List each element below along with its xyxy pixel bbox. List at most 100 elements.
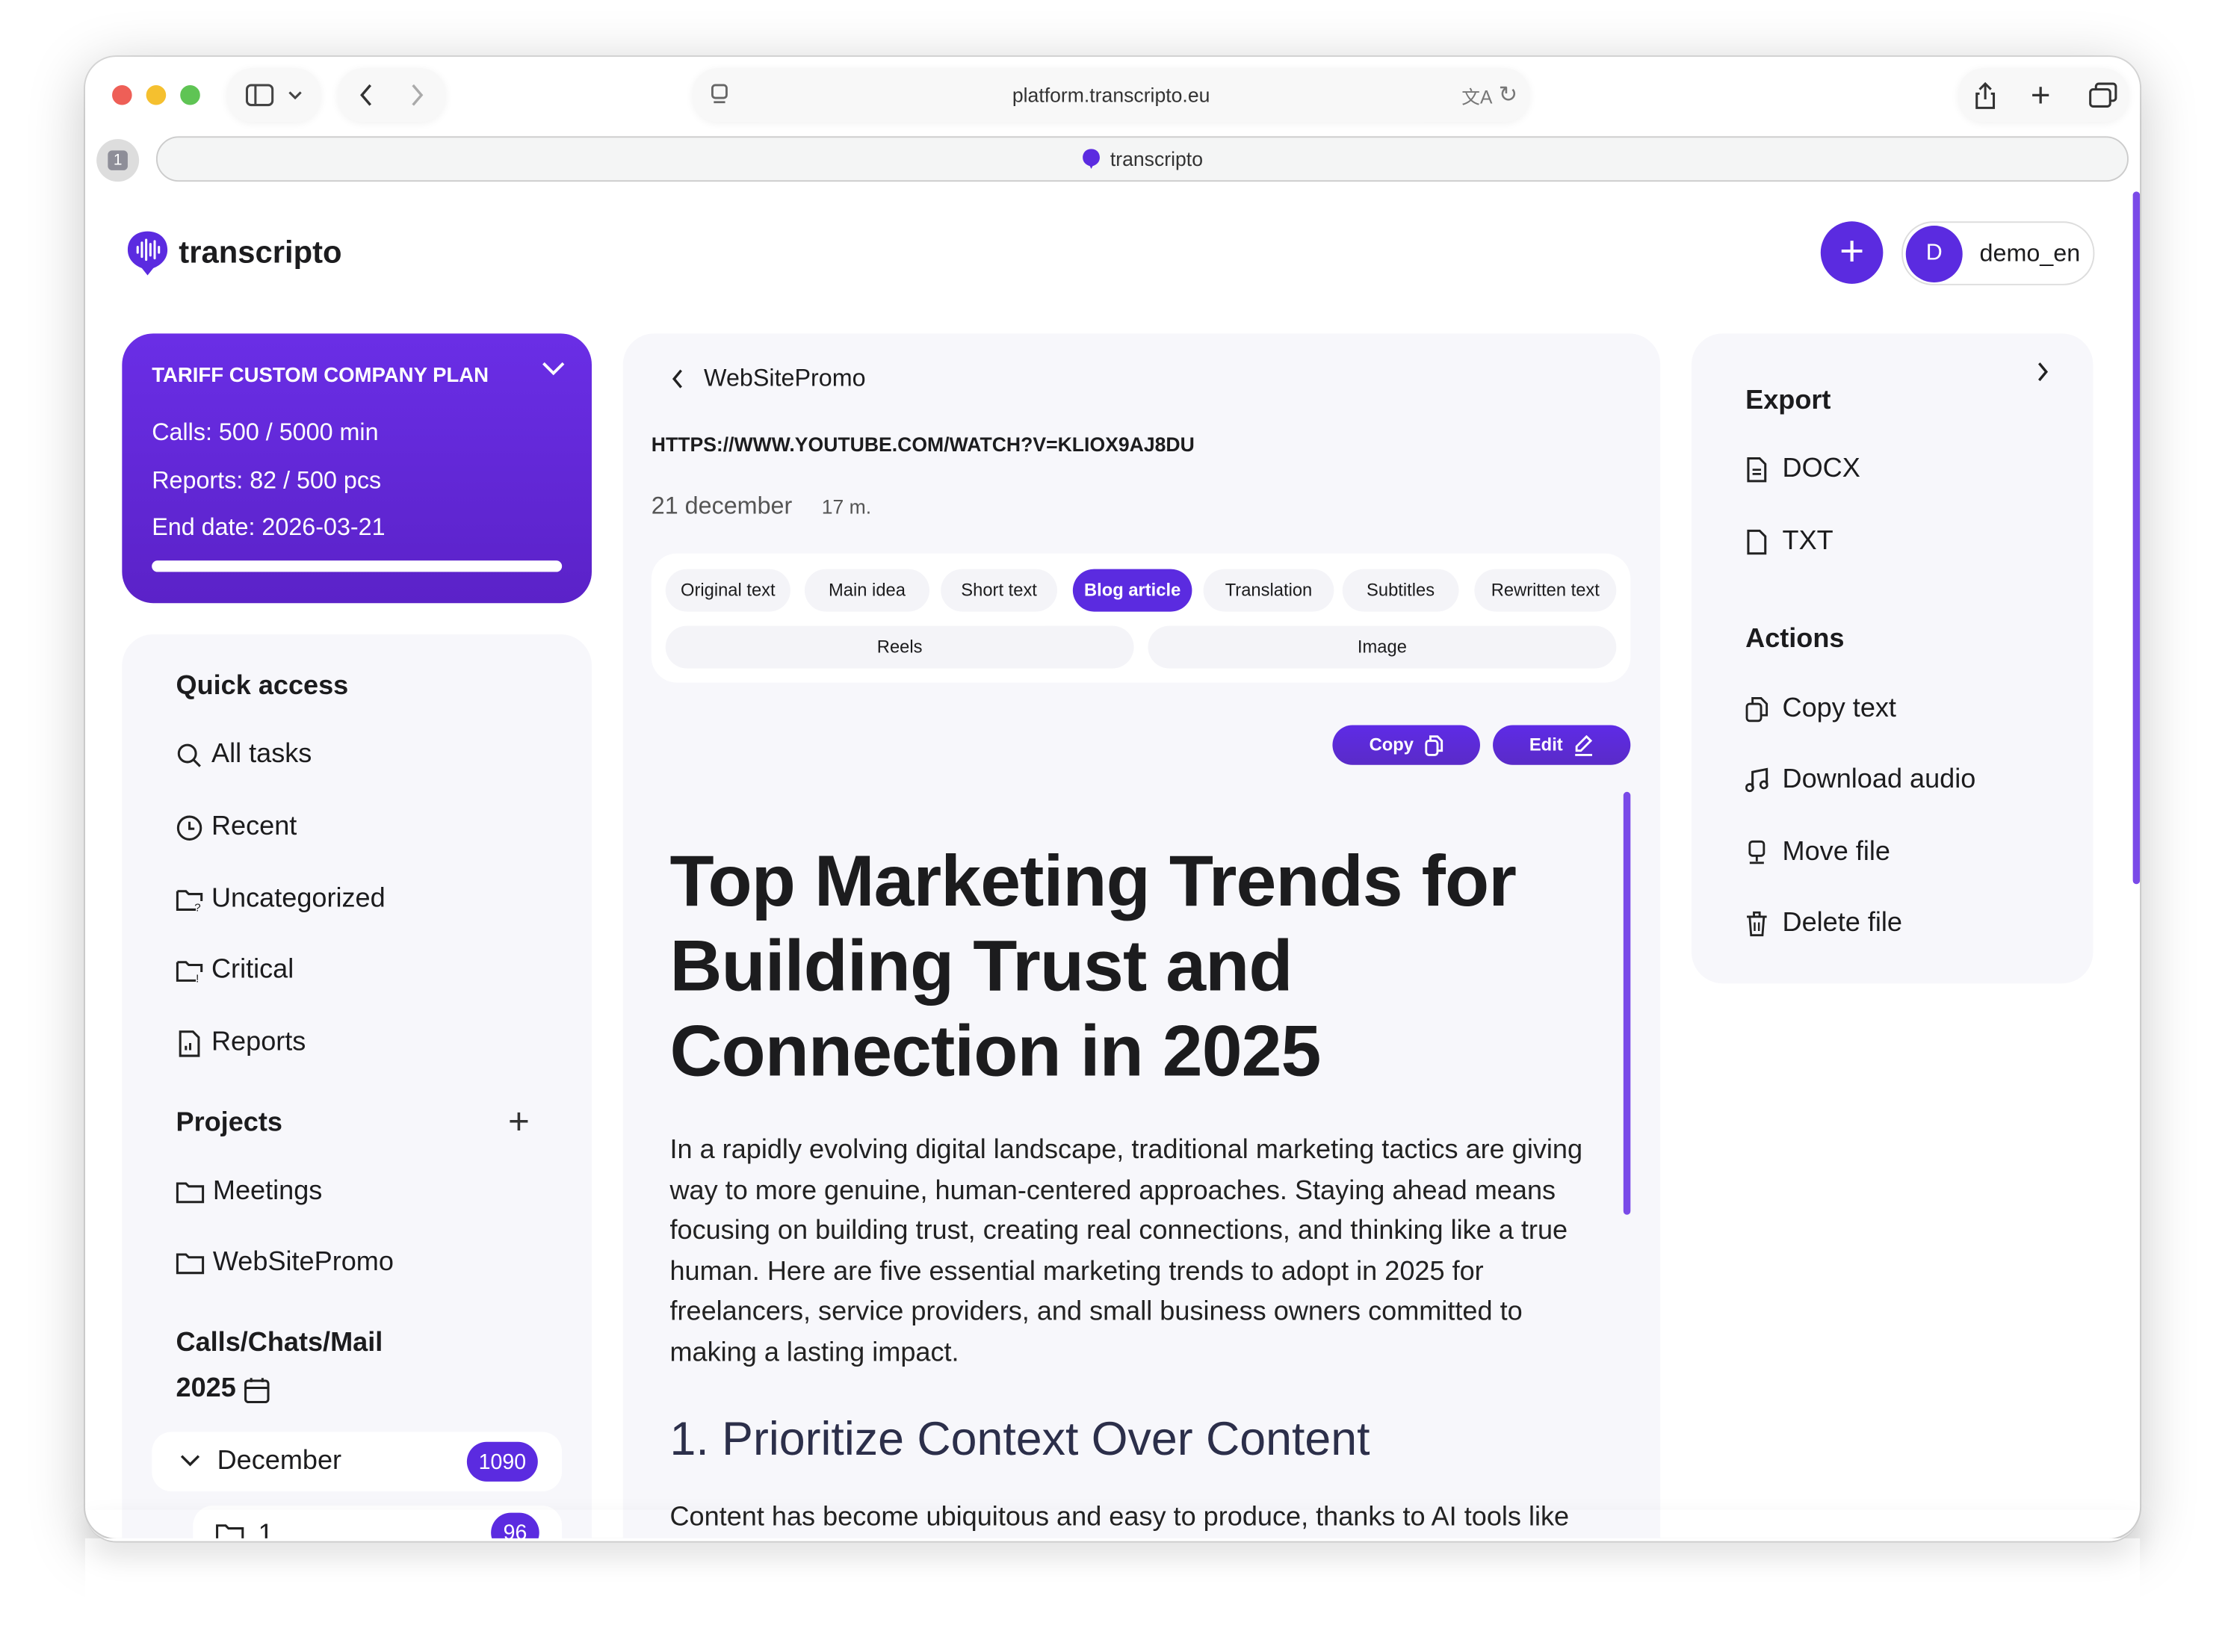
- chevron-left-icon: [672, 369, 682, 389]
- back-link[interactable]: WebSitePromo: [671, 365, 866, 393]
- plus-icon: +: [1839, 228, 1865, 276]
- copy-icon: [1425, 734, 1443, 755]
- export-txt[interactable]: TXT: [1745, 527, 1833, 558]
- project-item-meetings[interactable]: Meetings: [176, 1176, 323, 1208]
- user-menu[interactable]: D demo_en: [1901, 221, 2095, 285]
- calls-title: Calls/Chats/Mail: [176, 1328, 383, 1358]
- add-button[interactable]: +: [1820, 221, 1884, 284]
- tab-original-text[interactable]: Original text: [665, 569, 790, 612]
- forward-button[interactable]: [400, 81, 435, 109]
- sidebar-icon: [245, 84, 274, 107]
- share-icon[interactable]: [1972, 81, 1998, 109]
- clock-icon: [176, 814, 202, 841]
- address-bar[interactable]: platform.transcripto.eu 文A ↻: [692, 68, 1530, 123]
- sidebar-item-critical[interactable]: ! Critical: [176, 955, 294, 986]
- tab-rewritten-text[interactable]: Rewritten text: [1474, 569, 1617, 612]
- project-label: WebSitePromo: [212, 1247, 394, 1278]
- action-delete-file[interactable]: Delete file: [1745, 909, 1902, 940]
- export-title: Export: [1745, 386, 1831, 416]
- plan-calls: Calls: 500 / 5000 min: [152, 418, 379, 446]
- actions-title: Actions: [1745, 624, 1845, 655]
- tab-group-button[interactable]: 1: [96, 139, 140, 182]
- copy-icon: [1745, 697, 1768, 723]
- projects-title: Projects: [176, 1108, 282, 1139]
- export-docx[interactable]: DOCX: [1745, 454, 1860, 486]
- chevron-down-icon: [180, 1455, 200, 1467]
- translate-icon[interactable]: 文A: [1461, 86, 1493, 108]
- record-date: 21 december: [651, 492, 793, 520]
- calendar-icon: [244, 1377, 270, 1403]
- action-download-audio[interactable]: Download audio: [1745, 765, 1975, 796]
- logo-icon: [127, 231, 168, 276]
- main-panel: WebSitePromo HTTPS://WWW.YOUTUBE.COM/WAT…: [622, 333, 1661, 1611]
- sidebar-item-reports[interactable]: Reports: [176, 1027, 306, 1059]
- tab-overview-icon[interactable]: [2089, 82, 2117, 108]
- chevron-down-icon: [542, 362, 565, 376]
- tab-reels[interactable]: Reels: [665, 625, 1134, 669]
- action-label: Download audio: [1782, 764, 1976, 795]
- page-menu-icon[interactable]: [710, 82, 730, 108]
- maximize-window-button[interactable]: [180, 84, 200, 105]
- tab-count: 1: [108, 150, 129, 170]
- month-label: December: [217, 1446, 342, 1476]
- edit-button[interactable]: Edit: [1493, 725, 1631, 765]
- avatar: D: [1905, 225, 1963, 282]
- sidebar-item-recent[interactable]: Recent: [176, 811, 297, 843]
- close-window-button[interactable]: [112, 84, 132, 105]
- new-tab-icon[interactable]: +: [2030, 76, 2051, 115]
- tab-image[interactable]: Image: [1148, 625, 1617, 669]
- tab-translation[interactable]: Translation: [1203, 569, 1334, 612]
- tab-main-idea[interactable]: Main idea: [804, 569, 930, 612]
- browser-tab[interactable]: transcripto: [155, 136, 2129, 182]
- export-label: DOCX: [1782, 454, 1860, 484]
- article-scrollbar[interactable]: [1623, 791, 1631, 1215]
- chevron-right-icon[interactable]: [2036, 362, 2049, 382]
- page-scrollbar[interactable]: [2132, 191, 2141, 885]
- action-copy-text[interactable]: Copy text: [1745, 694, 1896, 726]
- plan-expand-button[interactable]: [542, 362, 565, 376]
- sidebar-item-label: All tasks: [211, 739, 312, 770]
- year-selector[interactable]: 2025: [176, 1374, 270, 1405]
- chevron-down-icon: [288, 91, 302, 99]
- sidebar-item-all-tasks[interactable]: All tasks: [176, 740, 312, 771]
- nav-buttons: [338, 68, 446, 123]
- add-project-button[interactable]: +: [508, 1103, 530, 1139]
- article-title: Top Marketing Trends for Building Trust …: [669, 840, 1516, 1092]
- minimize-window-button[interactable]: [146, 84, 167, 105]
- article-paragraph: Content has become ubiquitous and easy t…: [669, 1503, 1570, 1533]
- tab-short-text[interactable]: Short text: [941, 569, 1057, 612]
- edit-label: Edit: [1529, 734, 1563, 755]
- folder-alert-icon: !: [176, 960, 203, 983]
- plus-icon: +: [507, 1099, 530, 1142]
- tab-title: transcripto: [1110, 147, 1203, 170]
- copy-button[interactable]: Copy: [1332, 725, 1480, 765]
- year-label: 2025: [176, 1373, 236, 1404]
- back-button[interactable]: [349, 81, 383, 109]
- sidebar: Quick access All tasks Recent ? Uncategor…: [122, 634, 592, 1600]
- project-label: Meetings: [212, 1176, 323, 1207]
- actions-panel: Export DOCX TXT Actions Copy text Downlo…: [1691, 333, 2094, 984]
- month-item-december[interactable]: December 1090: [152, 1432, 563, 1492]
- file-icon: [1747, 529, 1767, 555]
- logo[interactable]: transcripto: [125, 229, 342, 277]
- copy-label: Copy: [1369, 734, 1414, 755]
- tab-blog-article[interactable]: Blog article: [1072, 569, 1192, 612]
- action-label: Delete file: [1782, 908, 1903, 938]
- tab-subtitles[interactable]: Subtitles: [1342, 569, 1459, 612]
- reload-icon[interactable]: ↻: [1498, 84, 1518, 108]
- window-bottom-edge: [84, 1538, 2141, 1652]
- search-icon: [177, 743, 201, 767]
- action-move-file[interactable]: Move file: [1745, 838, 1890, 869]
- sidebar-toggle-button[interactable]: [226, 68, 321, 123]
- project-item-websitepromo[interactable]: WebSitePromo: [176, 1247, 394, 1278]
- source-url[interactable]: HTTPS://WWW.YOUTUBE.COM/WATCH?V=KLIOX9AJ…: [651, 433, 1195, 456]
- sidebar-item-label: Uncategorized: [211, 884, 386, 915]
- article-intro: In a rapidly evolving digital landscape,…: [669, 1135, 1583, 1367]
- quick-access-title: Quick access: [176, 671, 349, 702]
- back-label: WebSitePromo: [704, 365, 866, 392]
- transcripto-favicon: [1083, 149, 1101, 170]
- url-text[interactable]: platform.transcripto.eu: [1012, 84, 1210, 107]
- sidebar-item-uncategorized[interactable]: ? Uncategorized: [176, 884, 386, 915]
- month-count-badge: 1090: [466, 1441, 538, 1482]
- article-heading: 1. Prioritize Context Over Content: [669, 1411, 1370, 1465]
